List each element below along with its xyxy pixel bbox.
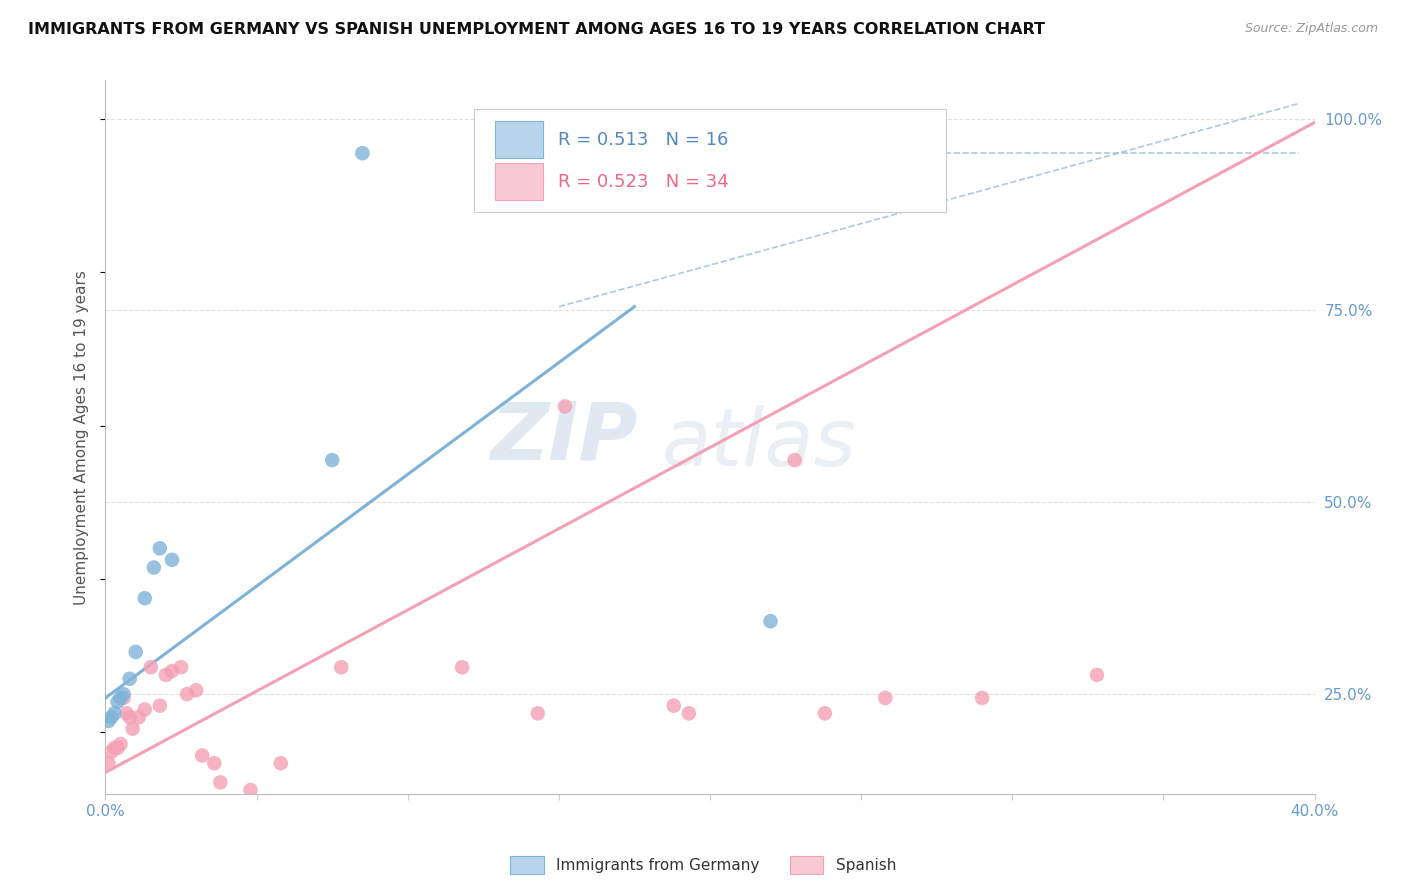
Legend: Immigrants from Germany, Spanish: Immigrants from Germany, Spanish [503,850,903,880]
Point [330,660,353,674]
Text: R = 0.513   N = 16: R = 0.513 N = 16 [558,130,728,148]
Point [191,748,214,763]
Point [155,668,177,682]
Point [352,146,374,161]
Point [118,672,141,686]
Point [270,756,292,771]
Point [186,683,208,698]
Point [783,453,806,467]
Point [321,453,343,467]
Point [110,690,132,705]
Point [875,690,897,705]
FancyBboxPatch shape [495,163,543,200]
FancyBboxPatch shape [474,109,946,212]
Point [107,695,129,709]
Point [97,714,120,728]
Point [112,690,135,705]
Point [170,660,193,674]
Point [103,706,125,721]
Point [97,756,120,771]
Point [100,745,122,759]
Point [121,722,143,736]
Point [814,706,837,721]
Point [662,698,685,713]
Text: Source: ZipAtlas.com: Source: ZipAtlas.com [1244,22,1378,36]
Point [139,660,162,674]
Point [451,660,474,674]
Point [678,706,700,721]
Text: ZIP: ZIP [491,398,637,476]
FancyBboxPatch shape [495,121,543,158]
Point [128,710,150,724]
Point [125,645,148,659]
Text: atlas: atlas [662,405,856,483]
Text: R = 0.523   N = 34: R = 0.523 N = 34 [558,173,728,191]
Point [110,737,132,751]
Point [209,775,232,789]
Point [1085,668,1108,682]
Point [103,740,125,755]
Point [107,740,129,755]
Point [202,756,225,771]
Point [970,690,993,705]
Point [759,614,782,628]
Point [134,702,156,716]
Text: IMMIGRANTS FROM GERMANY VS SPANISH UNEMPLOYMENT AMONG AGES 16 TO 19 YEARS CORREL: IMMIGRANTS FROM GERMANY VS SPANISH UNEMP… [28,22,1045,37]
Point [149,698,172,713]
Point [134,591,156,606]
Point [239,783,262,797]
Point [160,553,183,567]
Point [142,560,165,574]
Point [118,710,141,724]
Point [593,146,616,161]
Point [115,706,138,721]
Point [160,664,183,678]
Point [100,710,122,724]
Point [554,400,576,414]
Point [176,687,198,701]
Point [149,541,172,556]
Point [112,687,135,701]
Y-axis label: Unemployment Among Ages 16 to 19 years: Unemployment Among Ages 16 to 19 years [75,269,90,605]
Point [526,706,548,721]
